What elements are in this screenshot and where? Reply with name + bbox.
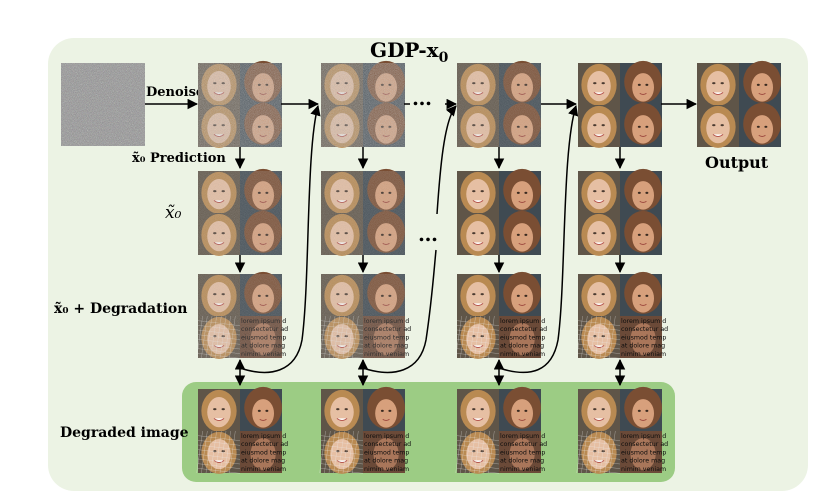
svg-text:nimim veniam: nimim veniam	[500, 351, 545, 358]
svg-text:lorem ipsum d: lorem ipsum d	[500, 433, 545, 440]
denoise-step-image-3	[457, 60, 541, 148]
x0-prediction-image-2	[321, 168, 405, 256]
x0-label: x̃₀	[165, 203, 182, 223]
feedback-curve-2a	[362, 249, 437, 374]
svg-text:nimim veniam: nimim veniam	[500, 466, 545, 473]
connector-arrows	[145, 98, 698, 387]
ellipsis-middle: …	[418, 222, 439, 246]
svg-text:consectetur ad: consectetur ad	[364, 441, 411, 448]
svg-text:at dolore mag: at dolore mag	[621, 458, 665, 465]
svg-text:eiusmod temp: eiusmod temp	[364, 449, 409, 456]
x0-degradation-label: x̃₀ + Degradation	[54, 301, 188, 317]
svg-text:lorem ipsum d: lorem ipsum d	[241, 433, 286, 440]
svg-text:nimim veniam: nimim veniam	[364, 466, 409, 473]
svg-text:at dolore mag: at dolore mag	[621, 343, 665, 350]
denoise-step-image-2	[321, 60, 405, 148]
svg-text:at dolore mag: at dolore mag	[241, 458, 285, 465]
x0-prediction-image-3	[457, 168, 541, 256]
denoise-step-image-4	[578, 60, 662, 148]
output-label: Output	[705, 153, 769, 172]
output-image	[697, 60, 781, 148]
svg-text:consectetur ad: consectetur ad	[241, 441, 288, 448]
svg-text:eiusmod temp: eiusmod temp	[500, 334, 545, 341]
x0-prediction-label: x̃₀ Prediction	[132, 151, 226, 166]
svg-text:consectetur ad: consectetur ad	[621, 441, 668, 448]
svg-text:nimim veniam: nimim veniam	[621, 351, 666, 358]
svg-text:consectetur ad: consectetur ad	[500, 441, 547, 448]
svg-text:eiusmod temp: eiusmod temp	[241, 449, 286, 456]
svg-text:lorem ipsum d: lorem ipsum d	[500, 318, 545, 325]
svg-text:at dolore mag: at dolore mag	[364, 458, 408, 465]
denoise-step-image-1	[198, 60, 282, 148]
x0-prediction-image-4	[578, 168, 662, 256]
feedback-curve-3	[498, 104, 579, 374]
svg-text:at dolore mag: at dolore mag	[500, 343, 544, 350]
svg-text:lorem ipsum d: lorem ipsum d	[621, 318, 666, 325]
svg-text:eiusmod temp: eiusmod temp	[621, 449, 666, 456]
svg-text:lorem ipsum d: lorem ipsum d	[621, 433, 666, 440]
svg-text:eiusmod temp: eiusmod temp	[621, 334, 666, 341]
feedback-curve-1	[239, 104, 321, 374]
svg-text:nimim veniam: nimim veniam	[621, 466, 666, 473]
svg-text:consectetur ad: consectetur ad	[500, 326, 547, 333]
svg-text:nimim veniam: nimim veniam	[241, 466, 286, 473]
ellipsis-top: …	[412, 86, 433, 110]
x0-prediction-image-1	[198, 168, 282, 256]
svg-text:eiusmod temp: eiusmod temp	[500, 449, 545, 456]
svg-text:consectetur ad: consectetur ad	[621, 326, 668, 333]
degraded-image-label: Degraded image	[60, 425, 189, 441]
svg-text:at dolore mag: at dolore mag	[500, 458, 544, 465]
diagram-title: GDP-x0	[370, 38, 449, 66]
denoise-label: Denoise	[146, 85, 205, 100]
feedback-curve-2b	[436, 105, 457, 215]
svg-text:lorem ipsum d: lorem ipsum d	[364, 433, 409, 440]
noise-input-image	[61, 63, 145, 146]
